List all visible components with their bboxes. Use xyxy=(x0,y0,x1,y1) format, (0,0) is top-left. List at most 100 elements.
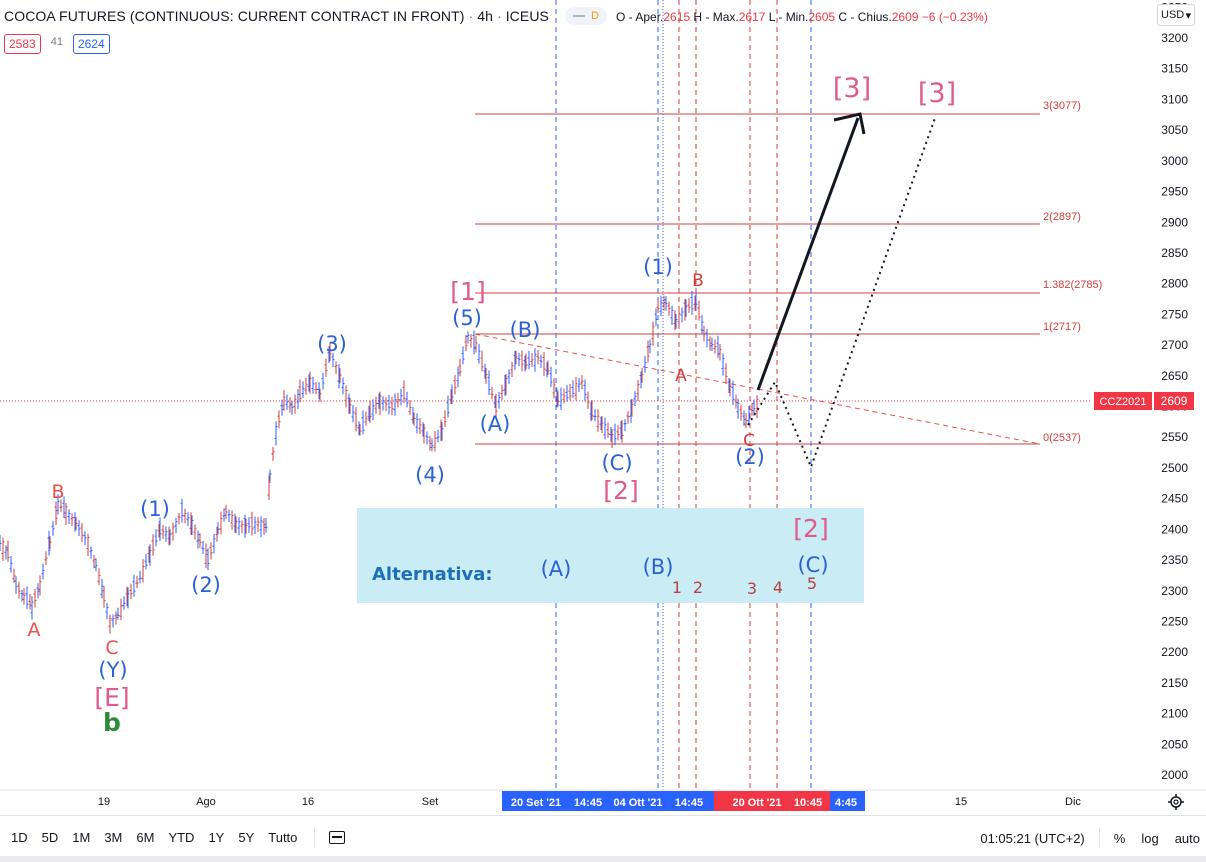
ohlc-bar xyxy=(747,406,751,426)
ohlc-bar xyxy=(524,353,528,370)
ohlc-bar xyxy=(296,389,300,410)
clock-display[interactable]: 01:05:21 (UTC+2) xyxy=(980,830,1085,846)
timeframe-ytd[interactable]: YTD xyxy=(168,830,195,845)
timeframe-3m[interactable]: 3M xyxy=(104,830,123,845)
alt-num-2: 2 xyxy=(693,578,703,597)
sell-price-badge[interactable]: 2583 xyxy=(4,34,41,54)
wave-label-B-red: B xyxy=(692,271,704,291)
ohlc-bar xyxy=(212,533,216,554)
ohlc-bar xyxy=(418,418,422,434)
alt-projection-path xyxy=(747,117,936,470)
ohlc-bar xyxy=(108,614,112,634)
ohlc-bar xyxy=(469,334,473,348)
timeframe-all[interactable]: Tutto xyxy=(268,830,298,845)
ohlc-bar xyxy=(285,394,289,410)
time-axis[interactable]: 19 Ago 16 Set 15 Dic xyxy=(98,796,1082,808)
timeframe-1m[interactable]: 1M xyxy=(72,830,91,845)
ohlc-bar xyxy=(600,416,604,433)
ohlc-bar xyxy=(59,499,63,513)
ohlc-bar xyxy=(399,388,403,406)
ohlc-bar xyxy=(371,399,375,421)
ohlc-bar xyxy=(280,399,284,416)
ohlc-bar xyxy=(1,537,5,561)
symbol-tag xyxy=(1094,392,1152,410)
last-price-tag xyxy=(1154,392,1194,410)
ohlc-bar xyxy=(318,388,322,403)
symbol-name[interactable]: COCOA FUTURES (CONTINUOUS: CURRENT CONTR… xyxy=(4,8,465,24)
price-axis[interactable]: 3250320031503100305030002950290028502800… xyxy=(1161,0,1188,782)
ohlc-bar xyxy=(384,397,388,412)
low-label: L - Min. xyxy=(768,10,809,24)
price-tick: 2300 xyxy=(1161,584,1188,598)
goto-date-icon[interactable] xyxy=(329,831,346,844)
ohlc-bar xyxy=(237,517,241,536)
ohlc-bar xyxy=(674,314,678,329)
open-label: O - Aper. xyxy=(616,10,664,24)
price-tick: 2100 xyxy=(1161,707,1188,721)
timeframe-5d[interactable]: 5D xyxy=(41,830,59,845)
price-tick: 2350 xyxy=(1161,553,1188,567)
ohlc-bar xyxy=(54,501,58,526)
buy-price-badge[interactable]: 2624 xyxy=(72,34,110,54)
alt-label-major: [2] xyxy=(793,514,828,543)
percent-toggle[interactable]: % xyxy=(1113,830,1126,846)
ohlc-bar xyxy=(168,529,172,545)
price-tick: 2000 xyxy=(1161,768,1188,782)
ohlc-bar xyxy=(687,298,691,313)
ohlc-bar xyxy=(530,352,534,367)
ohlc-bar xyxy=(126,587,130,609)
ohlc-bar xyxy=(240,520,244,534)
ohlc-bar xyxy=(606,422,610,438)
auto-toggle[interactable]: auto xyxy=(1174,830,1200,846)
ohlc-bar xyxy=(244,518,248,534)
timeframe-6m[interactable]: 6M xyxy=(136,830,155,845)
ohlc-bar xyxy=(111,614,115,628)
ohlc-bar xyxy=(646,340,650,363)
timeframe-1d[interactable]: 1D xyxy=(11,830,28,845)
ohlc-bar xyxy=(144,553,148,570)
ohlc-bar xyxy=(574,376,578,401)
ohlc-bar xyxy=(381,396,385,411)
interval-label[interactable]: 4h xyxy=(477,8,494,24)
ohlc-bar xyxy=(458,358,462,377)
ohlc-bar xyxy=(716,335,720,358)
ohlc-bar xyxy=(490,386,494,400)
timeframe-1y[interactable]: 1Y xyxy=(208,830,225,845)
target-label-1: [3] xyxy=(833,73,871,104)
wave-label-b: b xyxy=(103,708,121,737)
bid-ask-badges: 2583 41 2624 xyxy=(4,34,110,54)
ohlc-bar xyxy=(41,563,45,580)
ohlc-bar xyxy=(62,496,66,519)
ohlc-bar xyxy=(141,559,145,583)
ohlc-bar xyxy=(374,396,378,414)
ohlc-bar xyxy=(148,544,152,566)
settings-gear-icon[interactable] xyxy=(1168,794,1184,810)
log-toggle[interactable]: log xyxy=(1141,830,1159,846)
visibility-toggle[interactable]: D xyxy=(564,7,607,25)
ohlc-bar xyxy=(433,431,437,452)
ohlc-bar xyxy=(613,423,617,446)
ohlc-bar xyxy=(20,589,24,602)
ohlc-bar xyxy=(83,531,87,546)
ohlc-bar xyxy=(393,393,397,416)
wave-label-Y: (Y) xyxy=(98,658,127,682)
ohlc-bar xyxy=(22,588,26,605)
toolbar-divider xyxy=(314,827,316,848)
ohlc-bar xyxy=(705,328,709,348)
price-tick: 2050 xyxy=(1161,737,1188,751)
ohlc-bar xyxy=(256,517,260,532)
ohlc-bar xyxy=(122,596,126,610)
wave-label-1: (1) xyxy=(140,497,170,521)
ohlc-bar xyxy=(224,504,228,520)
timeframe-5y[interactable]: 5Y xyxy=(238,830,255,845)
ohlc-bar xyxy=(77,520,81,537)
ohlc-bar xyxy=(559,387,563,411)
svg-text:20 Ott '21: 20 Ott '21 xyxy=(732,797,781,809)
ohlc-bar xyxy=(119,598,123,621)
ohlc-bar xyxy=(253,516,257,535)
symbol-tag-label: CCZ2021 xyxy=(1099,396,1146,408)
ohlc-bar xyxy=(324,358,328,378)
ohlc-readout: O - Aper.2615 H - Max.2617 L - Min.2605 … xyxy=(616,10,988,24)
currency-selector[interactable]: USD ▾ xyxy=(1157,4,1195,26)
